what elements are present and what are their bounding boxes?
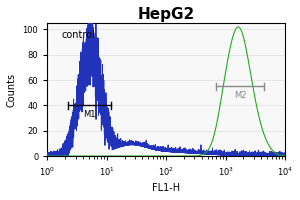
Text: M2: M2 (234, 91, 247, 100)
Title: HepG2: HepG2 (137, 7, 195, 22)
Y-axis label: Counts: Counts (7, 73, 17, 107)
Text: control: control (61, 30, 95, 40)
Text: M1: M1 (83, 110, 96, 119)
X-axis label: FL1-H: FL1-H (152, 183, 180, 193)
